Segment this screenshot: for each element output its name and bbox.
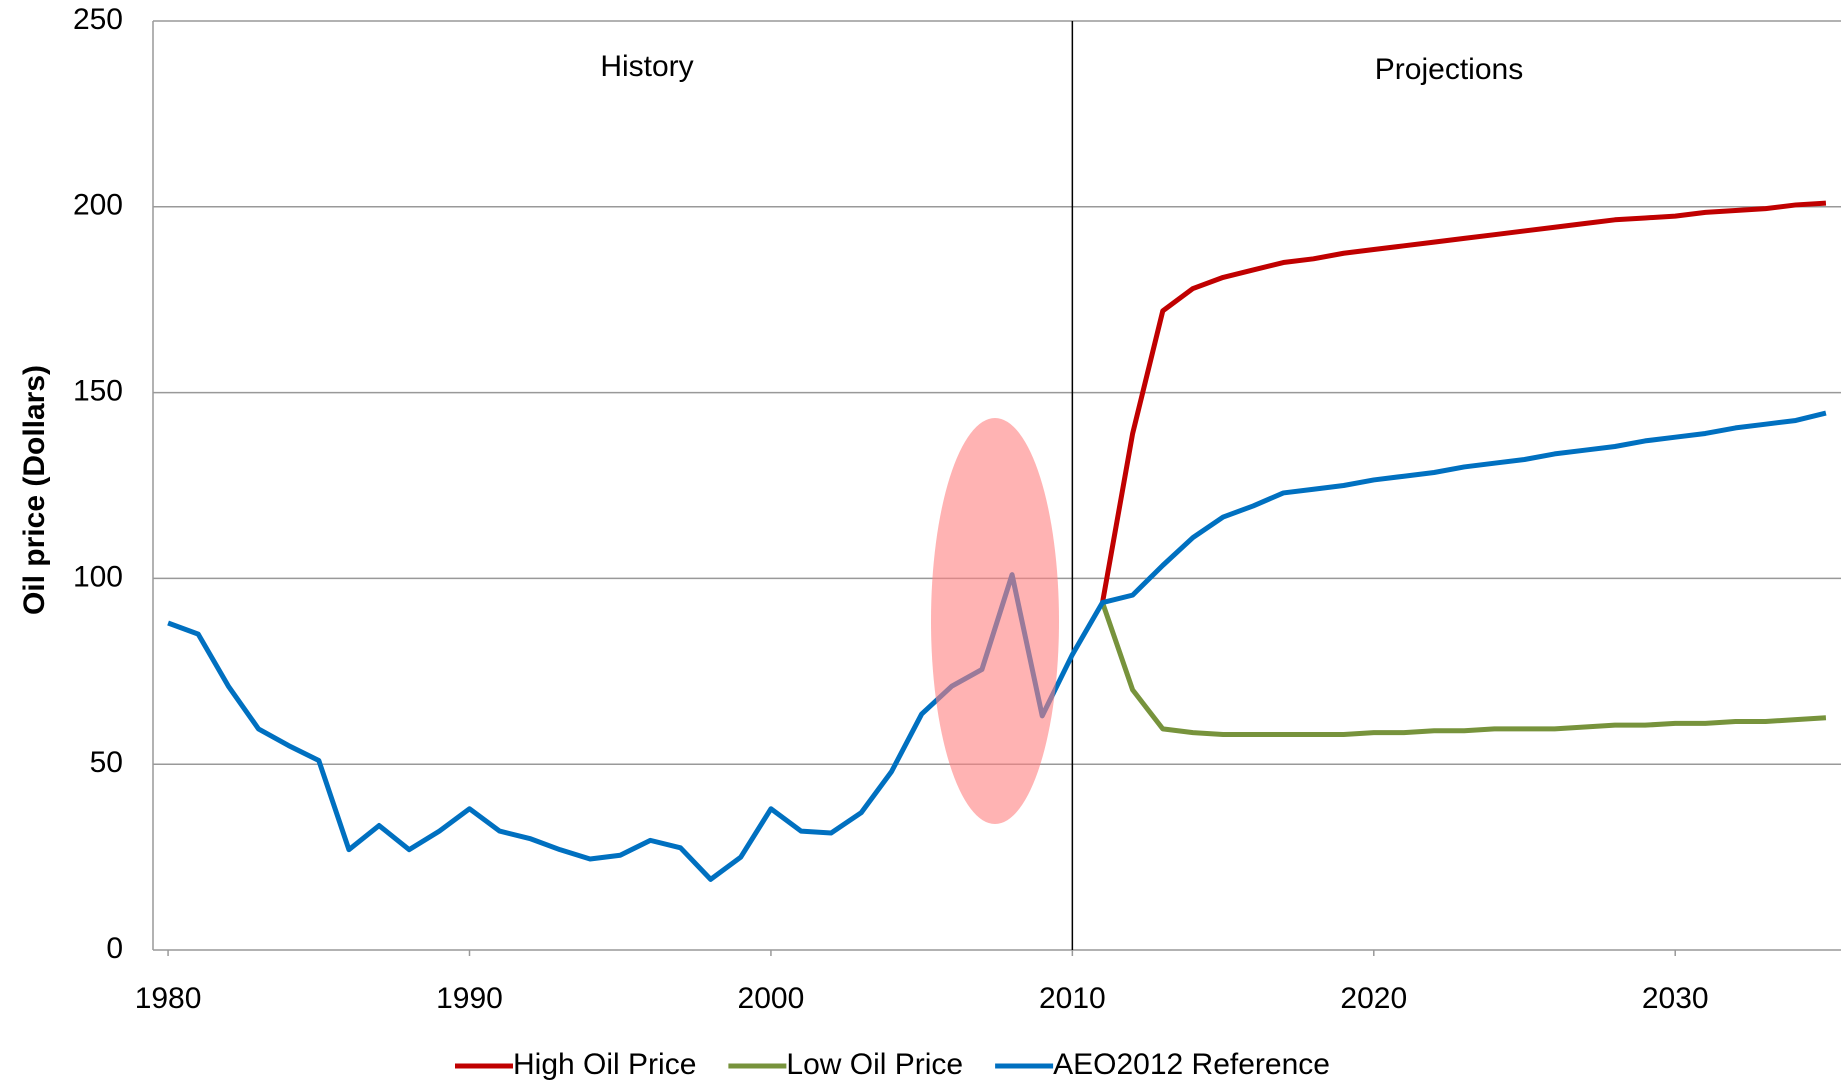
legend-label: AEO2012 Reference <box>1053 1048 1330 1081</box>
y-tick-label: 100 <box>73 560 123 593</box>
annotation: History <box>600 50 693 83</box>
y-tick-label: 50 <box>90 746 123 779</box>
x-tick-label: 2030 <box>1642 982 1709 1015</box>
legend-label: High Oil Price <box>513 1048 696 1081</box>
x-tick-label: 2010 <box>1039 982 1106 1015</box>
x-tick-label: 1980 <box>135 982 202 1015</box>
x-tick-label: 2020 <box>1340 982 1407 1015</box>
x-tick-label: 1990 <box>436 982 503 1015</box>
y-tick-label: 0 <box>106 932 123 965</box>
series-line <box>1100 601 1827 737</box>
y-tick-label: 250 <box>73 3 123 36</box>
y-tick-label: 200 <box>73 189 123 222</box>
y-axis-label: Oil price (Dollars) <box>18 365 51 615</box>
annotation: Projections <box>1375 53 1523 86</box>
highlight <box>931 418 1059 824</box>
y-tick-label: 150 <box>73 375 123 408</box>
legend-label: Low Oil Price <box>786 1048 963 1081</box>
x-tick-label: 2000 <box>738 982 805 1015</box>
series-line <box>1100 200 1827 603</box>
